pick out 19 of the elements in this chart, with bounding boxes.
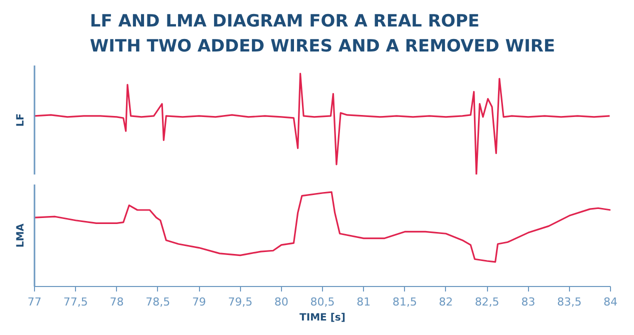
x-tick-label: 83 <box>521 296 536 308</box>
x-tick-label: 83,5 <box>557 296 582 308</box>
chart-title: LF AND LMA DIAGRAM FOR A REAL ROPE WITH TWO ADDED WIRES AND A REMOVED WIRE <box>90 12 556 56</box>
x-tick-label: 77 <box>28 296 42 308</box>
x-tick-label: 79,5 <box>228 296 252 308</box>
x-tick-label: 80 <box>274 296 288 308</box>
x-tick-label: 80,5 <box>310 296 335 308</box>
x-tick-label: 84 <box>604 296 618 308</box>
x-axis-title: TIME [s] <box>300 312 346 324</box>
x-tick-label: 79 <box>192 296 206 308</box>
y-axis-title: LMA <box>16 223 26 248</box>
x-tick-label: 82,5 <box>474 296 500 308</box>
x-tick-label: 82 <box>438 296 453 308</box>
x-tick-label: 81,5 <box>392 296 418 308</box>
x-tick-label: 78,5 <box>146 296 170 308</box>
x-tick-label: 81 <box>356 296 371 308</box>
x-tick-label: 78 <box>110 296 124 308</box>
y-axis-title: LF <box>16 113 26 127</box>
x-tick-label: 77,5 <box>63 296 88 308</box>
